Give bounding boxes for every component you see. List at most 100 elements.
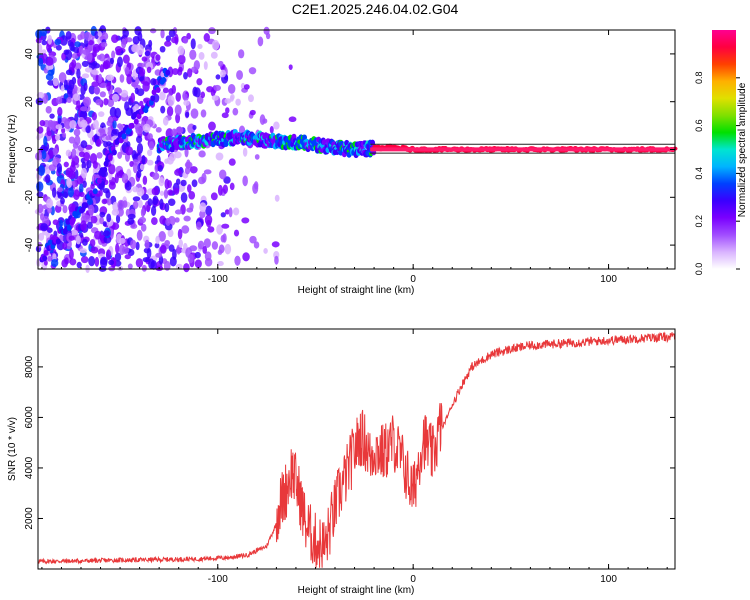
- rising-branch-cell: [102, 166, 108, 173]
- noise-speck: [191, 179, 198, 188]
- noise-speck: [35, 37, 42, 44]
- noise-speck: [136, 143, 144, 154]
- noise-speck: [119, 169, 124, 177]
- noise-speck: [196, 221, 202, 230]
- noise-speck: [83, 214, 91, 223]
- noise-speck: [62, 242, 68, 250]
- noise-speck: [46, 198, 54, 209]
- noise-speck: [105, 249, 112, 261]
- noise-speck: [144, 239, 150, 249]
- noise-speck: [203, 33, 210, 42]
- noise-speck: [200, 91, 206, 99]
- noise-speck: [137, 199, 143, 209]
- noise-speck: [166, 156, 174, 165]
- noise-speck: [137, 155, 142, 162]
- noise-speck: [56, 162, 63, 173]
- noise-speck: [173, 187, 180, 195]
- noise-speck: [116, 56, 123, 68]
- noise-speck: [165, 35, 172, 43]
- snr-series-line: [37, 331, 676, 568]
- x-tick-label: 0: [410, 274, 416, 285]
- noise-speck: [55, 133, 61, 141]
- noise-speck: [114, 107, 122, 119]
- noise-speck: [75, 235, 81, 245]
- noise-speck: [150, 78, 157, 86]
- noise-speck: [49, 113, 55, 119]
- noise-speck: [130, 92, 136, 104]
- noise-speck: [262, 118, 268, 124]
- noise-speck: [242, 252, 250, 262]
- noise-speck: [139, 163, 145, 171]
- noise-speck: [220, 212, 226, 218]
- snr-panel: -100 0 100 2000 4000 6000 8000 Height of stra…: [7, 328, 676, 596]
- noise-speck: [76, 99, 81, 109]
- noise-speck: [228, 207, 233, 218]
- x-tick-label: 100: [600, 574, 617, 585]
- noise-speck: [160, 105, 166, 114]
- noise-speck: [171, 68, 179, 76]
- noise-speck: [114, 172, 119, 184]
- noise-speck: [93, 86, 101, 95]
- noise-speck: [187, 68, 193, 78]
- noise-speck: [142, 257, 150, 263]
- noise-speck: [152, 93, 160, 103]
- noise-speck: [177, 66, 183, 72]
- noise-speck: [112, 119, 117, 129]
- noise-speck: [124, 66, 130, 75]
- noise-speck: [63, 188, 69, 199]
- noise-speck: [249, 235, 257, 244]
- noise-speck: [136, 169, 142, 179]
- noise-speck: [203, 238, 211, 248]
- y-tick-label: 0: [24, 146, 35, 152]
- noise-speck: [211, 95, 219, 101]
- colorbar-tick-label: 0.8: [694, 72, 704, 85]
- noise-speck: [40, 28, 48, 37]
- noise-speck: [216, 224, 223, 235]
- noise-speck: [130, 223, 138, 229]
- y-tick-label: 8000: [24, 355, 35, 378]
- noise-speck: [175, 263, 183, 270]
- noise-speck: [232, 107, 239, 116]
- noise-speck: [106, 126, 113, 137]
- noise-speck: [171, 128, 178, 136]
- noise-speck: [159, 198, 164, 210]
- noise-speck: [189, 245, 198, 252]
- noise-speck: [146, 247, 152, 259]
- y-tick-label: -20: [24, 190, 35, 205]
- noise-speck: [210, 51, 218, 59]
- noise-speck: [36, 181, 44, 192]
- noise-speck: [215, 74, 221, 80]
- noise-speck: [126, 37, 133, 43]
- noise-speck: [86, 221, 93, 229]
- rising-branch-cell: [55, 238, 61, 245]
- snr-x-ticks: -100 0 100: [41, 329, 668, 585]
- noise-speck: [132, 162, 138, 174]
- noise-speck: [130, 239, 137, 250]
- noise-speck: [203, 169, 212, 175]
- noise-speck: [78, 45, 84, 55]
- noise-speck: [215, 152, 224, 161]
- noise-speck: [43, 260, 48, 266]
- snr-y-label: SNR (10 * v/v): [7, 417, 18, 481]
- noise-speck: [96, 152, 103, 159]
- noise-speck: [165, 128, 174, 139]
- noise-speck: [141, 264, 147, 272]
- noise-speck: [101, 198, 108, 205]
- noise-speck: [80, 140, 88, 149]
- noise-speck: [90, 69, 99, 75]
- colorbar: 0.0 0.2 0.4 0.6 0.8 Normalized spectral ampl…: [694, 30, 748, 275]
- noise-speck: [63, 161, 69, 168]
- noise-speck: [118, 125, 124, 131]
- noise-speck: [141, 193, 149, 201]
- noise-speck: [90, 215, 98, 224]
- noise-speck: [57, 106, 63, 117]
- snr-frame: [37, 328, 676, 570]
- rising-branch-cell: [43, 249, 49, 256]
- spectrogram-x-label: Height of straight line (km): [298, 285, 415, 296]
- noise-speck: [68, 187, 74, 198]
- noise-speck: [79, 191, 85, 198]
- noise-speck: [236, 70, 244, 81]
- noise-speck: [82, 238, 88, 246]
- noise-speck: [83, 152, 91, 162]
- noise-speck: [199, 202, 207, 213]
